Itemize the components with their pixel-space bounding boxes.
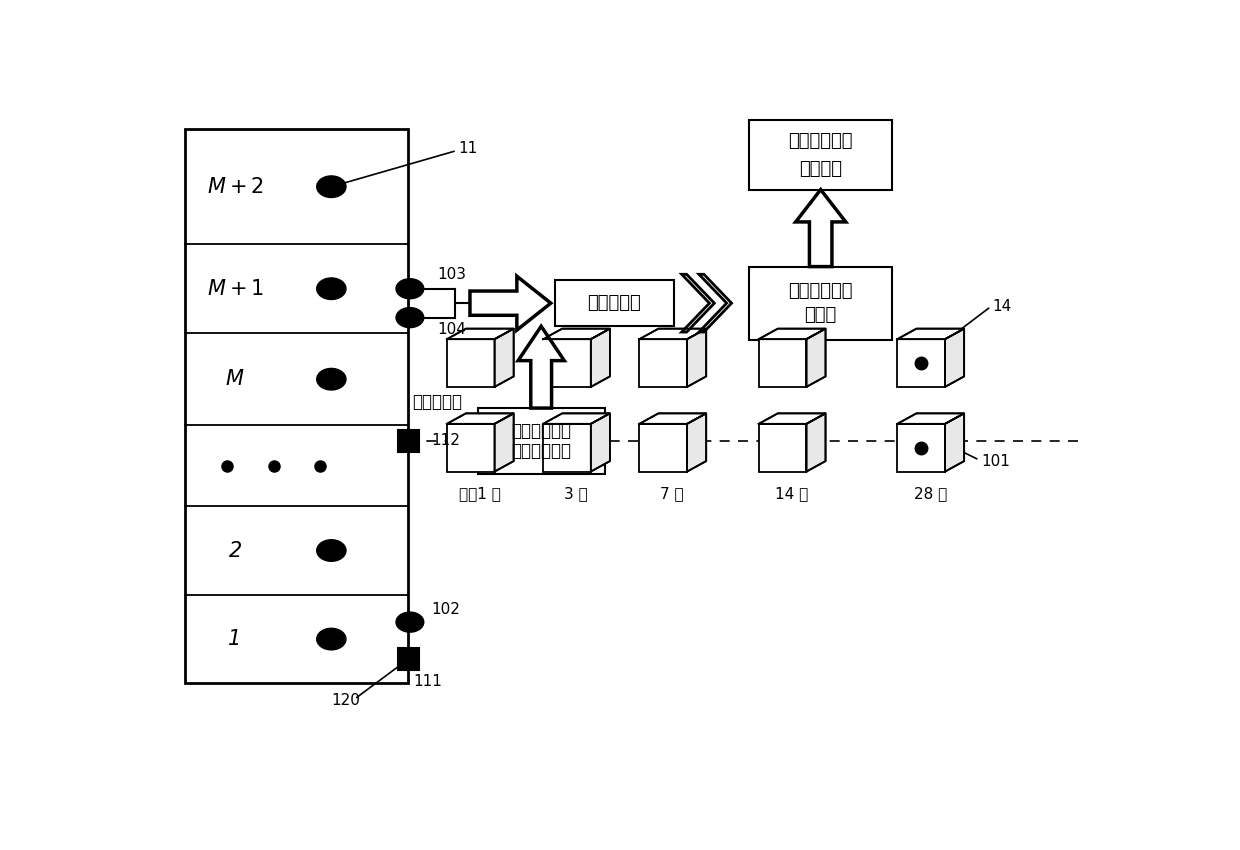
- Text: 111: 111: [413, 674, 441, 689]
- Polygon shape: [687, 413, 707, 472]
- Bar: [398, 649, 419, 670]
- Polygon shape: [495, 329, 513, 387]
- Text: 102: 102: [432, 603, 460, 617]
- Text: 龄期1 天: 龄期1 天: [459, 485, 501, 501]
- Text: 112: 112: [432, 434, 460, 448]
- Bar: [640, 339, 687, 387]
- Text: 同条件养护: 同条件养护: [412, 393, 463, 411]
- Polygon shape: [806, 413, 826, 472]
- Polygon shape: [699, 275, 732, 332]
- Bar: [759, 339, 806, 387]
- Ellipse shape: [316, 540, 346, 561]
- Polygon shape: [518, 326, 564, 408]
- Bar: [898, 339, 945, 387]
- Polygon shape: [470, 276, 551, 330]
- Text: 2: 2: [228, 541, 242, 560]
- Polygon shape: [543, 413, 610, 424]
- Polygon shape: [640, 413, 707, 424]
- Polygon shape: [759, 329, 826, 339]
- Text: 1: 1: [228, 629, 242, 649]
- Polygon shape: [495, 413, 513, 472]
- Ellipse shape: [316, 278, 346, 299]
- Bar: [543, 424, 590, 472]
- Text: 14: 14: [992, 299, 1012, 314]
- Text: 满足要求: 满足要求: [800, 160, 842, 178]
- Bar: [749, 121, 892, 190]
- Polygon shape: [945, 329, 965, 387]
- Bar: [543, 339, 590, 387]
- Ellipse shape: [396, 612, 424, 632]
- Text: 104: 104: [436, 321, 466, 337]
- Text: 14 天: 14 天: [775, 485, 808, 501]
- Text: 修正成熟度: 修正成熟度: [588, 294, 641, 312]
- Text: 的强度: 的强度: [805, 307, 837, 325]
- Polygon shape: [590, 413, 610, 472]
- Text: 101: 101: [981, 454, 1009, 469]
- Ellipse shape: [396, 308, 424, 327]
- Text: 强度与修正成: 强度与修正成: [511, 422, 572, 439]
- Polygon shape: [898, 329, 965, 339]
- Text: 7 天: 7 天: [661, 485, 684, 501]
- Polygon shape: [806, 329, 826, 387]
- Polygon shape: [759, 413, 826, 424]
- Polygon shape: [590, 329, 610, 387]
- Bar: [554, 280, 675, 326]
- Ellipse shape: [316, 176, 346, 197]
- Polygon shape: [543, 329, 610, 339]
- Ellipse shape: [316, 368, 346, 390]
- Bar: [898, 424, 945, 472]
- Text: 28 天: 28 天: [914, 485, 947, 501]
- Ellipse shape: [316, 628, 346, 650]
- Polygon shape: [446, 413, 513, 424]
- Polygon shape: [446, 329, 513, 339]
- Text: 103: 103: [436, 268, 466, 282]
- Bar: [477, 408, 605, 473]
- Text: $M+1$: $M+1$: [207, 279, 264, 298]
- Polygon shape: [687, 329, 707, 387]
- Bar: [398, 430, 419, 451]
- Polygon shape: [682, 275, 714, 332]
- Bar: [640, 424, 687, 472]
- Text: 核心筒混凝土: 核心筒混凝土: [789, 282, 853, 300]
- Bar: [749, 267, 892, 340]
- Bar: [446, 424, 495, 472]
- Bar: [759, 424, 806, 472]
- Polygon shape: [640, 329, 707, 339]
- Polygon shape: [898, 413, 965, 424]
- Text: 120: 120: [331, 694, 361, 708]
- Text: $M+2$: $M+2$: [207, 177, 263, 196]
- Text: 3 天: 3 天: [564, 485, 588, 501]
- Ellipse shape: [396, 279, 424, 298]
- Text: $M$: $M$: [226, 369, 244, 389]
- Text: 熟度关系公式: 熟度关系公式: [511, 442, 572, 460]
- Bar: [446, 339, 495, 387]
- Text: 判定强度是否: 判定强度是否: [789, 132, 853, 150]
- Text: 11: 11: [459, 141, 477, 156]
- Polygon shape: [796, 190, 846, 267]
- Polygon shape: [945, 413, 965, 472]
- Bar: [185, 129, 408, 683]
